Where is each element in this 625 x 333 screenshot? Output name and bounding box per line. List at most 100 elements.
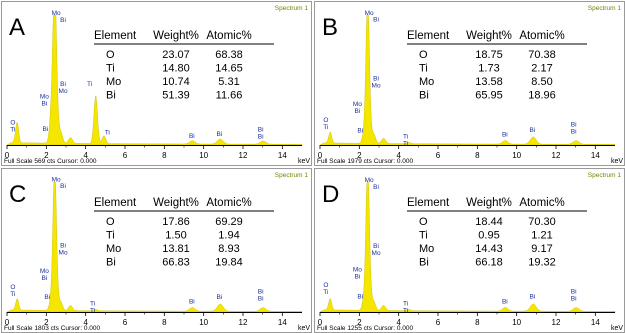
peak-label: Ti (10, 127, 15, 134)
table-header-weight: Weight% (153, 30, 199, 42)
peak-label: Bi (373, 184, 379, 191)
composition-table: Element Weight% Atomic% O 17.86 69.29 Ti 1.50 1.… (94, 197, 274, 269)
element-cell: Bi (106, 257, 116, 269)
peak-label: Bi (571, 129, 577, 136)
weight-cell: 14.80 (162, 63, 190, 75)
atomic-cell: 18.96 (528, 90, 556, 102)
spectrum-area (6, 181, 303, 313)
table-row: Ti 1.50 1.94 (106, 230, 240, 242)
element-cell: Bi (419, 90, 429, 102)
peak-label: Mo (52, 10, 61, 17)
x-tick-label: 12 (552, 151, 561, 160)
spectrum-panel-d: 0 2 4 6 8 10 12 14 keV Full Scale 1255 cts Cursor… (314, 168, 625, 333)
peak-label: Bi (189, 133, 195, 140)
atomic-cell: 19.84 (215, 257, 243, 269)
x-tick-label: 4 (396, 318, 401, 327)
peak-label: Mo (40, 93, 49, 100)
table-row: Mo 13.81 8.93 (106, 243, 240, 255)
peak-label: Bi (217, 294, 223, 301)
x-tick-label: 0 (318, 151, 323, 160)
peak-label: Mo (372, 83, 381, 90)
peak-label: Mo (372, 250, 381, 257)
peak-label: Bi (44, 294, 50, 301)
peak-label: Bi (354, 108, 360, 115)
atomic-cell: 2.17 (531, 63, 552, 75)
atomic-cell: 8.93 (218, 243, 239, 255)
peak-label: Bi (60, 242, 66, 249)
atomic-cell: 14.65 (215, 63, 243, 75)
element-cell: Ti (106, 63, 115, 75)
peak-label: Bi (60, 81, 66, 88)
spectrum-panel-c: 0 2 4 6 8 10 12 14 keV Full Scale 1803 cts Cursor… (1, 168, 312, 333)
peak-label: Bi (354, 274, 360, 281)
peak-label: Bi (571, 288, 577, 295)
peak-label: Bi (41, 275, 47, 282)
weight-cell: 13.81 (162, 243, 190, 255)
x-axis-label: keV (611, 325, 623, 332)
x-tick-label: 14 (591, 151, 600, 160)
peak-label: Bi (258, 295, 264, 302)
x-tick-label: 6 (436, 318, 441, 327)
x-tick-label: 2 (44, 151, 49, 160)
table-header-atomic: Atomic% (519, 197, 564, 209)
element-cell: Mo (419, 243, 434, 255)
peak-label: Mo (40, 268, 49, 275)
x-tick-label: 10 (199, 151, 208, 160)
element-cell: O (419, 216, 428, 228)
x-tick-label: 8 (162, 151, 167, 160)
x-tick-label: 0 (318, 318, 323, 327)
peak-label: Ti (90, 308, 95, 315)
x-tick-label: 0 (5, 151, 10, 160)
x-tick-label: 6 (436, 151, 441, 160)
x-axis-label: keV (298, 325, 310, 332)
peak-label: Bi (60, 17, 66, 24)
weight-cell: 14.43 (475, 243, 503, 255)
x-tick-label: 12 (239, 151, 248, 160)
table-row: Bi 65.95 18.96 (419, 90, 556, 102)
table-header-element: Element (407, 197, 450, 209)
full-scale-readout: Full Scale 1255 cts Cursor: 0.000 (317, 325, 413, 332)
peak-label: Bi (41, 100, 47, 107)
x-tick-label: 4 (83, 318, 88, 327)
table-header-atomic: Atomic% (206, 197, 251, 209)
table-row: O 23.07 68.38 (106, 49, 243, 61)
table-header-atomic: Atomic% (206, 30, 251, 42)
table-row: Ti 0.95 1.21 (419, 230, 553, 242)
peak-label: O (10, 120, 15, 127)
peak-label: O (10, 284, 15, 291)
spectrum-label: Spectrum 1 (275, 172, 309, 179)
atomic-cell: 1.21 (531, 230, 552, 242)
table-row: Bi 66.18 19.32 (419, 257, 556, 269)
x-tick-label: 6 (123, 151, 128, 160)
x-tick-label: 10 (512, 151, 521, 160)
peak-label: Bi (258, 288, 264, 295)
panel-letter: D (322, 181, 339, 208)
peak-label: Bi (530, 127, 536, 134)
table-row: Bi 66.83 19.84 (106, 257, 243, 269)
weight-cell: 65.95 (475, 90, 503, 102)
panel-letter: C (9, 181, 26, 208)
table-row: Mo 14.43 9.17 (419, 243, 553, 255)
x-tick-label: 12 (239, 318, 248, 327)
table-header-atomic: Atomic% (519, 30, 564, 42)
atomic-cell: 69.29 (215, 216, 243, 228)
peak-label: Bi (373, 16, 379, 23)
peak-label: Bi (571, 295, 577, 302)
x-tick-label: 4 (83, 151, 88, 160)
x-tick-label: 10 (512, 318, 521, 327)
element-cell: Ti (419, 63, 428, 75)
weight-cell: 51.39 (162, 90, 190, 102)
element-cell: Bi (419, 257, 429, 269)
composition-table: Element Weight% Atomic% O 18.75 70.38 Ti 1.73 2.… (407, 30, 587, 102)
element-cell: O (106, 49, 115, 61)
weight-cell: 1.50 (165, 230, 186, 242)
atomic-cell: 8.50 (531, 76, 552, 88)
peak-label: Mo (365, 177, 374, 184)
table-row: Mo 10.74 5.31 (106, 76, 240, 88)
peak-label: Ti (323, 289, 328, 296)
atomic-cell: 5.31 (218, 76, 239, 88)
full-scale-readout: Full Scale 1803 cts Cursor: 0.000 (4, 325, 100, 332)
peak-label: Mo (52, 177, 61, 184)
